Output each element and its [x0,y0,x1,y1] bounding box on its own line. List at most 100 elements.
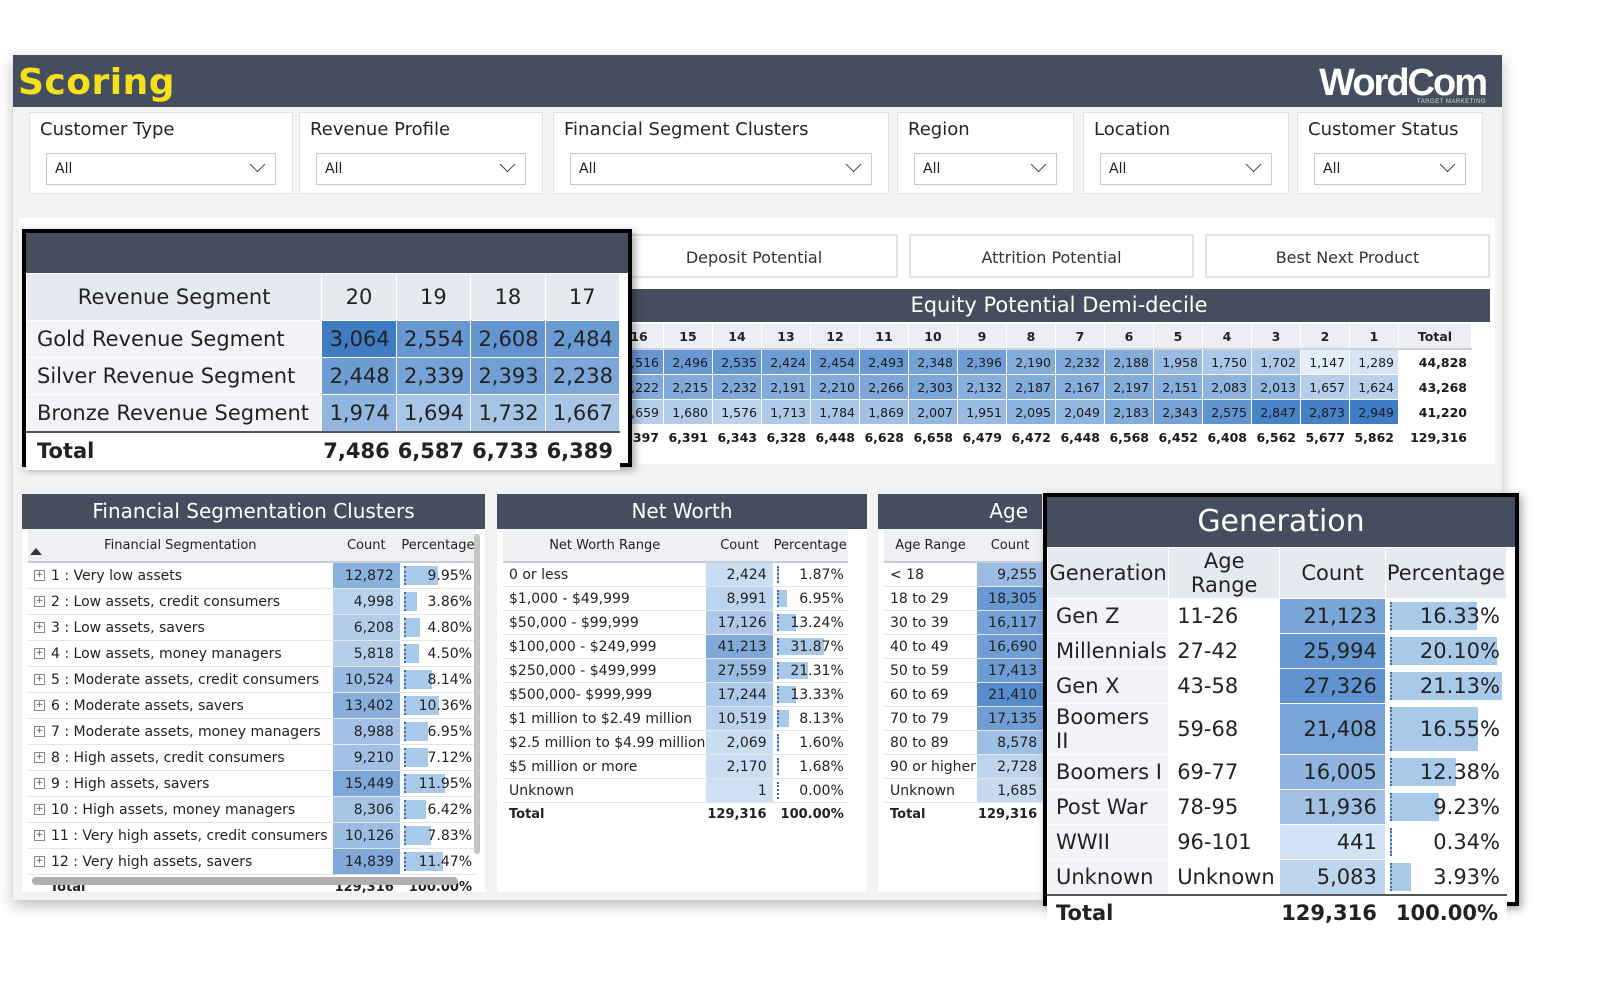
generation-age-range: 43-58 [1168,668,1281,704]
filter-dropdown[interactable]: All [1314,153,1466,185]
fsc-row-label: +10 : High assets, money managers [28,796,333,823]
revenue-row: Silver Revenue Segment 2,448 2,339 2,393 2,2… [25,357,621,395]
age-label-text: 80 to 89 [890,734,949,751]
networth-row-label: $500,000- $999,999 [503,682,707,707]
filter-label: Revenue Profile [310,119,451,140]
networth-row: $2.5 million to $4.99 million 2,069 1.60% [503,730,848,755]
networth-row: $50,000 - $99,999 17,126 13.24% [503,610,848,635]
fsc-sort-icon[interactable] [30,532,42,555]
generation-count: 5,083 [1279,859,1386,896]
equity-col-header: 13 [761,323,811,350]
fsc-count: 8,306 [332,796,400,823]
equity-col-header: 16 [628,323,664,350]
fsc-count: 10,524 [332,666,400,693]
filter-dropdown[interactable]: All [316,153,526,185]
generation-percentage: 12.38% [1384,754,1508,790]
age-row-label: 70 to 79 [884,706,977,731]
bar-edge [403,644,408,663]
percentage-bar [1389,863,1411,891]
chevron-down-icon [1030,156,1047,173]
equity-cell: 5,677 [1300,424,1350,450]
fsc-label-text: 5 : Moderate assets, credit consumers [51,671,320,688]
revenue-cell: 2,608 [470,320,546,358]
age-col-header: Age Range [884,529,977,563]
generation-pct-text: 21.13% [1419,674,1500,698]
tab-deposit-potential[interactable]: Deposit Potential [610,234,898,278]
age-count: 2,728 [976,754,1044,779]
percentage-bar [1389,637,1497,665]
expand-plus-icon[interactable]: + [34,570,45,581]
fsc-vertical-scrollbar[interactable] [474,534,480,854]
age-count: 17,135 [976,706,1044,731]
tab-best-next-product[interactable]: Best Next Product [1205,234,1490,278]
filter-dropdown[interactable]: All [914,153,1057,185]
filter-location: Location All [1083,112,1289,194]
expand-plus-icon[interactable]: + [34,648,45,659]
expand-plus-icon[interactable]: + [34,804,45,815]
fsc-row-label: +1 : Very low assets [28,562,333,589]
expand-plus-icon[interactable]: + [34,752,45,763]
expand-plus-icon[interactable]: + [34,830,45,841]
networth-total-row: Total 129,316 100.00% [503,802,848,826]
equity-cell: 44,828 [1398,348,1472,375]
networth-row: $250,000 - $499,999 27,559 21.31% [503,658,848,683]
equity-cell: 6,343 [712,424,762,450]
generation-percentage: 0.34% [1384,824,1508,860]
filter-dropdown[interactable]: All [1100,153,1272,185]
networth-count: 1 [706,778,773,803]
expand-plus-icon[interactable]: + [34,778,45,789]
expand-plus-icon[interactable]: + [34,700,45,711]
generation-col-header: Count [1279,547,1386,599]
fsc-horizontal-scrollbar[interactable] [32,877,458,885]
equity-table: 16151413121110987654321Total2,5162,4962,… [628,323,1472,450]
age-title: Age [878,494,1042,529]
networth-count: 17,244 [706,682,773,707]
equity-cell: 1,784 [810,399,860,425]
generation-label: Gen X [1046,668,1170,704]
age-row-label: 80 to 89 [884,730,977,755]
generation-age-range: 78-95 [1168,789,1281,825]
percentage-bar [1389,793,1439,821]
generation-age-range: 69-77 [1168,754,1281,790]
generation-row: Unknown Unknown 5,083 3.93% [1046,859,1508,896]
equity-cell: 6,452 [1153,424,1203,450]
networth-pct-text: 1.68% [799,758,844,775]
revenue-total-cell: 6,733 [470,431,546,470]
equity-cell: 2,348 [908,348,958,375]
equity-cell: 2,222 [628,374,664,400]
filter-dropdown[interactable]: All [46,153,276,185]
networth-row: $500,000- $999,999 17,244 13.33% [503,682,848,707]
revenue-cell: 2,238 [544,357,621,395]
fsc-row: +5 : Moderate assets, credit consumers 10… [28,666,476,693]
fsc-label-text: 9 : High assets, savers [51,775,210,792]
equity-cell: 2,167 [1055,374,1105,400]
revenue-cell: 2,484 [544,320,621,358]
filter-dropdown[interactable]: All [570,153,872,185]
expand-plus-icon[interactable]: + [34,856,45,867]
expand-plus-icon[interactable]: + [34,674,45,685]
equity-cell: 2,197 [1104,374,1154,400]
networth-label-text: $5 million or more [509,758,638,775]
fsc-label-text: 7 : Moderate assets, money managers [51,723,321,740]
generation-pct-text: 0.34% [1433,830,1500,854]
generation-count: 25,994 [1279,633,1386,669]
expand-plus-icon[interactable]: + [34,596,45,607]
networth-label-text: $250,000 - $499,999 [509,662,657,679]
expand-plus-icon[interactable]: + [34,726,45,737]
fsc-col-header: Count [332,529,400,563]
bar-edge [776,782,781,799]
revenue-cell: 3,064 [321,320,397,358]
equity-cell: 6,568 [1104,424,1154,450]
bar-edge [1389,793,1394,821]
tab-attrition-potential[interactable]: Attrition Potential [909,234,1194,278]
fsc-pct-text: 11.47% [418,853,472,870]
equity-cell: 2,266 [859,374,909,400]
equity-cell: 5,862 [1349,424,1399,450]
bar-edge [403,722,408,741]
age-label-text: < 18 [890,566,924,583]
expand-plus-icon[interactable]: + [34,622,45,633]
age-count: 18,305 [976,586,1044,611]
equity-cell: 6,408 [1202,424,1252,450]
equity-cell: 1,702 [1251,348,1301,375]
networth-col-header: Percentage [772,529,848,563]
